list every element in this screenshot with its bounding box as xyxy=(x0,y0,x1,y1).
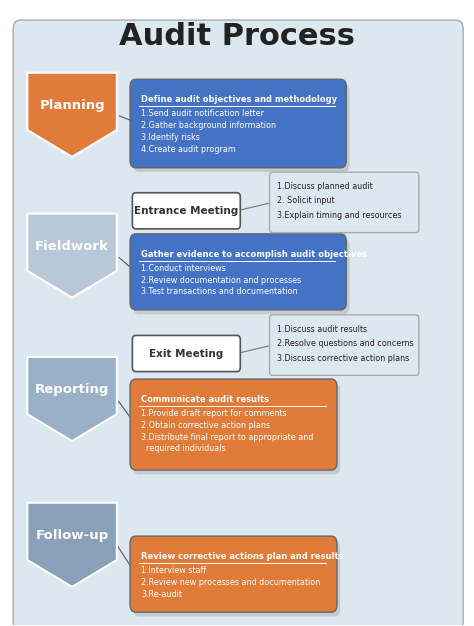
FancyBboxPatch shape xyxy=(130,536,337,612)
FancyBboxPatch shape xyxy=(133,383,340,475)
Text: 3.Re-audit: 3.Re-audit xyxy=(141,590,182,598)
Text: Gather evidence to accomplish audit objectives: Gather evidence to accomplish audit obje… xyxy=(141,250,367,259)
Text: 2. Solicit input: 2. Solicit input xyxy=(277,197,335,205)
Text: 1.Discuss planned audit: 1.Discuss planned audit xyxy=(277,182,373,191)
FancyBboxPatch shape xyxy=(133,239,350,314)
Text: 1.Discuss audit results: 1.Discuss audit results xyxy=(277,325,367,334)
Polygon shape xyxy=(27,503,117,587)
FancyBboxPatch shape xyxy=(270,172,419,233)
Text: Fieldwork: Fieldwork xyxy=(35,240,109,253)
Text: Exit Meeting: Exit Meeting xyxy=(149,349,223,359)
Text: 3.Distribute final report to appropriate and: 3.Distribute final report to appropriate… xyxy=(141,433,314,442)
Text: 4.Create audit program: 4.Create audit program xyxy=(141,145,236,154)
FancyBboxPatch shape xyxy=(13,20,463,626)
Text: 2.Review documentation and processes: 2.Review documentation and processes xyxy=(141,275,301,285)
Text: Entrance Meeting: Entrance Meeting xyxy=(134,206,238,216)
Text: Audit Process: Audit Process xyxy=(119,22,355,51)
Text: Review corrective actions plan and results: Review corrective actions plan and resul… xyxy=(141,552,344,562)
Text: Communicate audit results: Communicate audit results xyxy=(141,395,269,404)
FancyBboxPatch shape xyxy=(130,80,346,168)
Text: Follow-up: Follow-up xyxy=(36,529,109,542)
FancyBboxPatch shape xyxy=(130,234,346,310)
Polygon shape xyxy=(27,357,117,441)
Text: 3.Explain timing and resources: 3.Explain timing and resources xyxy=(277,211,401,220)
Text: Planning: Planning xyxy=(39,99,105,112)
Text: Reporting: Reporting xyxy=(35,383,109,396)
Text: 2.Gather background information: 2.Gather background information xyxy=(141,121,276,130)
Text: required individuals: required individuals xyxy=(141,444,226,453)
Text: 3.Identify risks: 3.Identify risks xyxy=(141,133,200,142)
Text: 2.Obtain corrective action plans: 2.Obtain corrective action plans xyxy=(141,421,270,430)
FancyBboxPatch shape xyxy=(133,84,350,172)
FancyBboxPatch shape xyxy=(130,379,337,470)
FancyBboxPatch shape xyxy=(132,193,240,229)
FancyBboxPatch shape xyxy=(132,336,240,372)
Text: 1.Interview staff: 1.Interview staff xyxy=(141,566,207,575)
Text: Define audit objectives and methodology: Define audit objectives and methodology xyxy=(141,96,337,105)
Polygon shape xyxy=(27,73,117,157)
FancyBboxPatch shape xyxy=(133,540,340,617)
Text: 2.Review new processes and documentation: 2.Review new processes and documentation xyxy=(141,578,320,587)
Text: 1.Send audit notification letter: 1.Send audit notification letter xyxy=(141,109,264,118)
Text: 3.Discuss corrective action plans: 3.Discuss corrective action plans xyxy=(277,354,410,362)
Text: 1.Provide draft report for comments: 1.Provide draft report for comments xyxy=(141,409,287,418)
FancyBboxPatch shape xyxy=(270,315,419,376)
Polygon shape xyxy=(27,213,117,298)
Text: 3.Test transactions and documentation: 3.Test transactions and documentation xyxy=(141,287,298,297)
Text: 1.Conduct interviews: 1.Conduct interviews xyxy=(141,264,226,273)
Text: 2.Resolve questions and concerns: 2.Resolve questions and concerns xyxy=(277,339,414,348)
